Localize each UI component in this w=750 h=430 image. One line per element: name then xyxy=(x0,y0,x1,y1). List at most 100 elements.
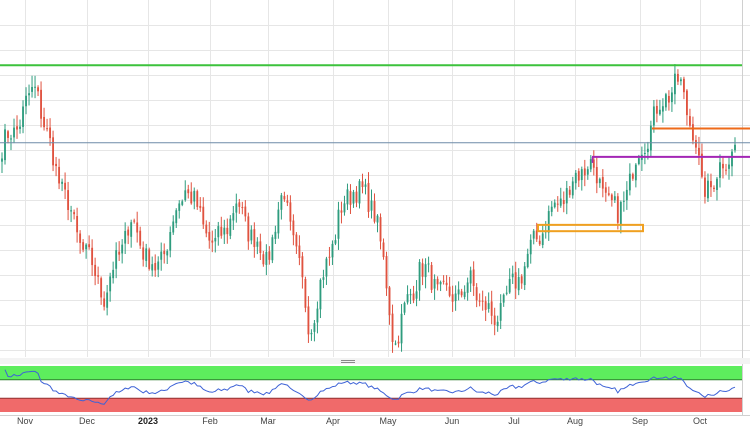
candle xyxy=(235,193,238,223)
candle-body xyxy=(538,240,541,245)
candle-body xyxy=(109,276,112,292)
candle-body xyxy=(343,203,346,213)
candle xyxy=(454,285,457,311)
candle xyxy=(556,196,559,212)
candle-body xyxy=(7,131,9,138)
candle-body xyxy=(25,95,27,107)
candle xyxy=(502,293,505,307)
candle-body xyxy=(451,294,454,302)
candle xyxy=(100,276,103,305)
candle xyxy=(346,183,349,210)
candle xyxy=(725,163,727,175)
rsi-line xyxy=(4,369,736,405)
candle-body xyxy=(154,263,157,271)
candle-body xyxy=(547,211,550,233)
candle xyxy=(670,87,673,112)
candle xyxy=(544,221,547,239)
candle-body xyxy=(562,200,565,205)
candle-body xyxy=(514,272,517,289)
candle xyxy=(722,156,724,179)
candle xyxy=(256,237,259,255)
candle xyxy=(622,191,625,212)
pane-splitter[interactable] xyxy=(0,358,750,364)
candle xyxy=(37,85,39,97)
x-axis-label: Aug xyxy=(567,416,583,426)
candle-body xyxy=(187,189,190,194)
candle xyxy=(334,234,337,246)
candle xyxy=(55,156,58,177)
candle xyxy=(427,256,430,273)
candle xyxy=(562,191,565,213)
candle xyxy=(274,225,277,244)
candle xyxy=(319,278,322,319)
candle xyxy=(445,275,448,291)
candle-body xyxy=(340,210,343,213)
pane-splitter-bar[interactable] xyxy=(0,358,750,364)
candle xyxy=(133,218,136,224)
candle xyxy=(571,176,574,199)
candle-body xyxy=(679,79,682,82)
x-axis-label: 2023 xyxy=(138,416,158,426)
candle xyxy=(109,272,112,302)
candle-body xyxy=(388,287,391,316)
candle-body xyxy=(652,106,655,126)
candle-body xyxy=(79,233,82,243)
candle xyxy=(361,173,364,194)
candle xyxy=(689,108,691,128)
candle-body xyxy=(295,234,298,247)
candle-body xyxy=(526,253,529,268)
candle-body xyxy=(520,276,523,284)
candle xyxy=(250,225,253,245)
candle-body xyxy=(118,251,121,255)
candle xyxy=(484,296,487,322)
candle xyxy=(205,220,208,238)
candle-body xyxy=(265,251,268,265)
candle xyxy=(28,84,30,106)
candle xyxy=(316,301,319,334)
candle xyxy=(22,100,24,134)
candle-body xyxy=(707,180,709,199)
candle-body xyxy=(460,291,463,296)
candle-body xyxy=(430,264,433,290)
candle-body xyxy=(220,226,223,236)
candle-body xyxy=(719,162,721,178)
candle xyxy=(481,290,484,311)
candle-body xyxy=(49,127,51,139)
candle xyxy=(430,261,433,293)
candle xyxy=(286,194,289,207)
rsi-panel xyxy=(0,366,742,412)
candle-body xyxy=(97,275,100,277)
candle-body xyxy=(277,209,280,234)
candle xyxy=(517,268,520,296)
candle xyxy=(208,221,211,249)
candle-body xyxy=(577,171,580,181)
candle xyxy=(535,222,538,242)
candle xyxy=(238,198,241,214)
candle-body xyxy=(568,189,571,195)
candle-body xyxy=(502,294,505,303)
candle xyxy=(358,179,361,209)
candle-body xyxy=(418,262,421,291)
candle xyxy=(692,116,694,145)
candle xyxy=(514,261,517,300)
candle-body xyxy=(13,127,15,138)
candle-body xyxy=(226,227,229,235)
candle-body xyxy=(628,173,631,191)
candle xyxy=(532,228,535,245)
candle-body xyxy=(100,278,103,298)
candle xyxy=(67,181,70,221)
candle xyxy=(379,213,382,250)
candle xyxy=(397,335,400,348)
level-layer xyxy=(0,64,750,233)
candle xyxy=(598,177,601,188)
candle-body xyxy=(484,301,487,310)
candle xyxy=(130,219,133,248)
candle-body xyxy=(232,213,235,221)
candle-body xyxy=(145,248,148,261)
candle-body xyxy=(622,200,625,202)
candle xyxy=(451,285,454,312)
candle-body xyxy=(475,287,478,301)
candle xyxy=(643,143,646,165)
candle xyxy=(271,234,274,264)
candle-body xyxy=(553,202,556,208)
